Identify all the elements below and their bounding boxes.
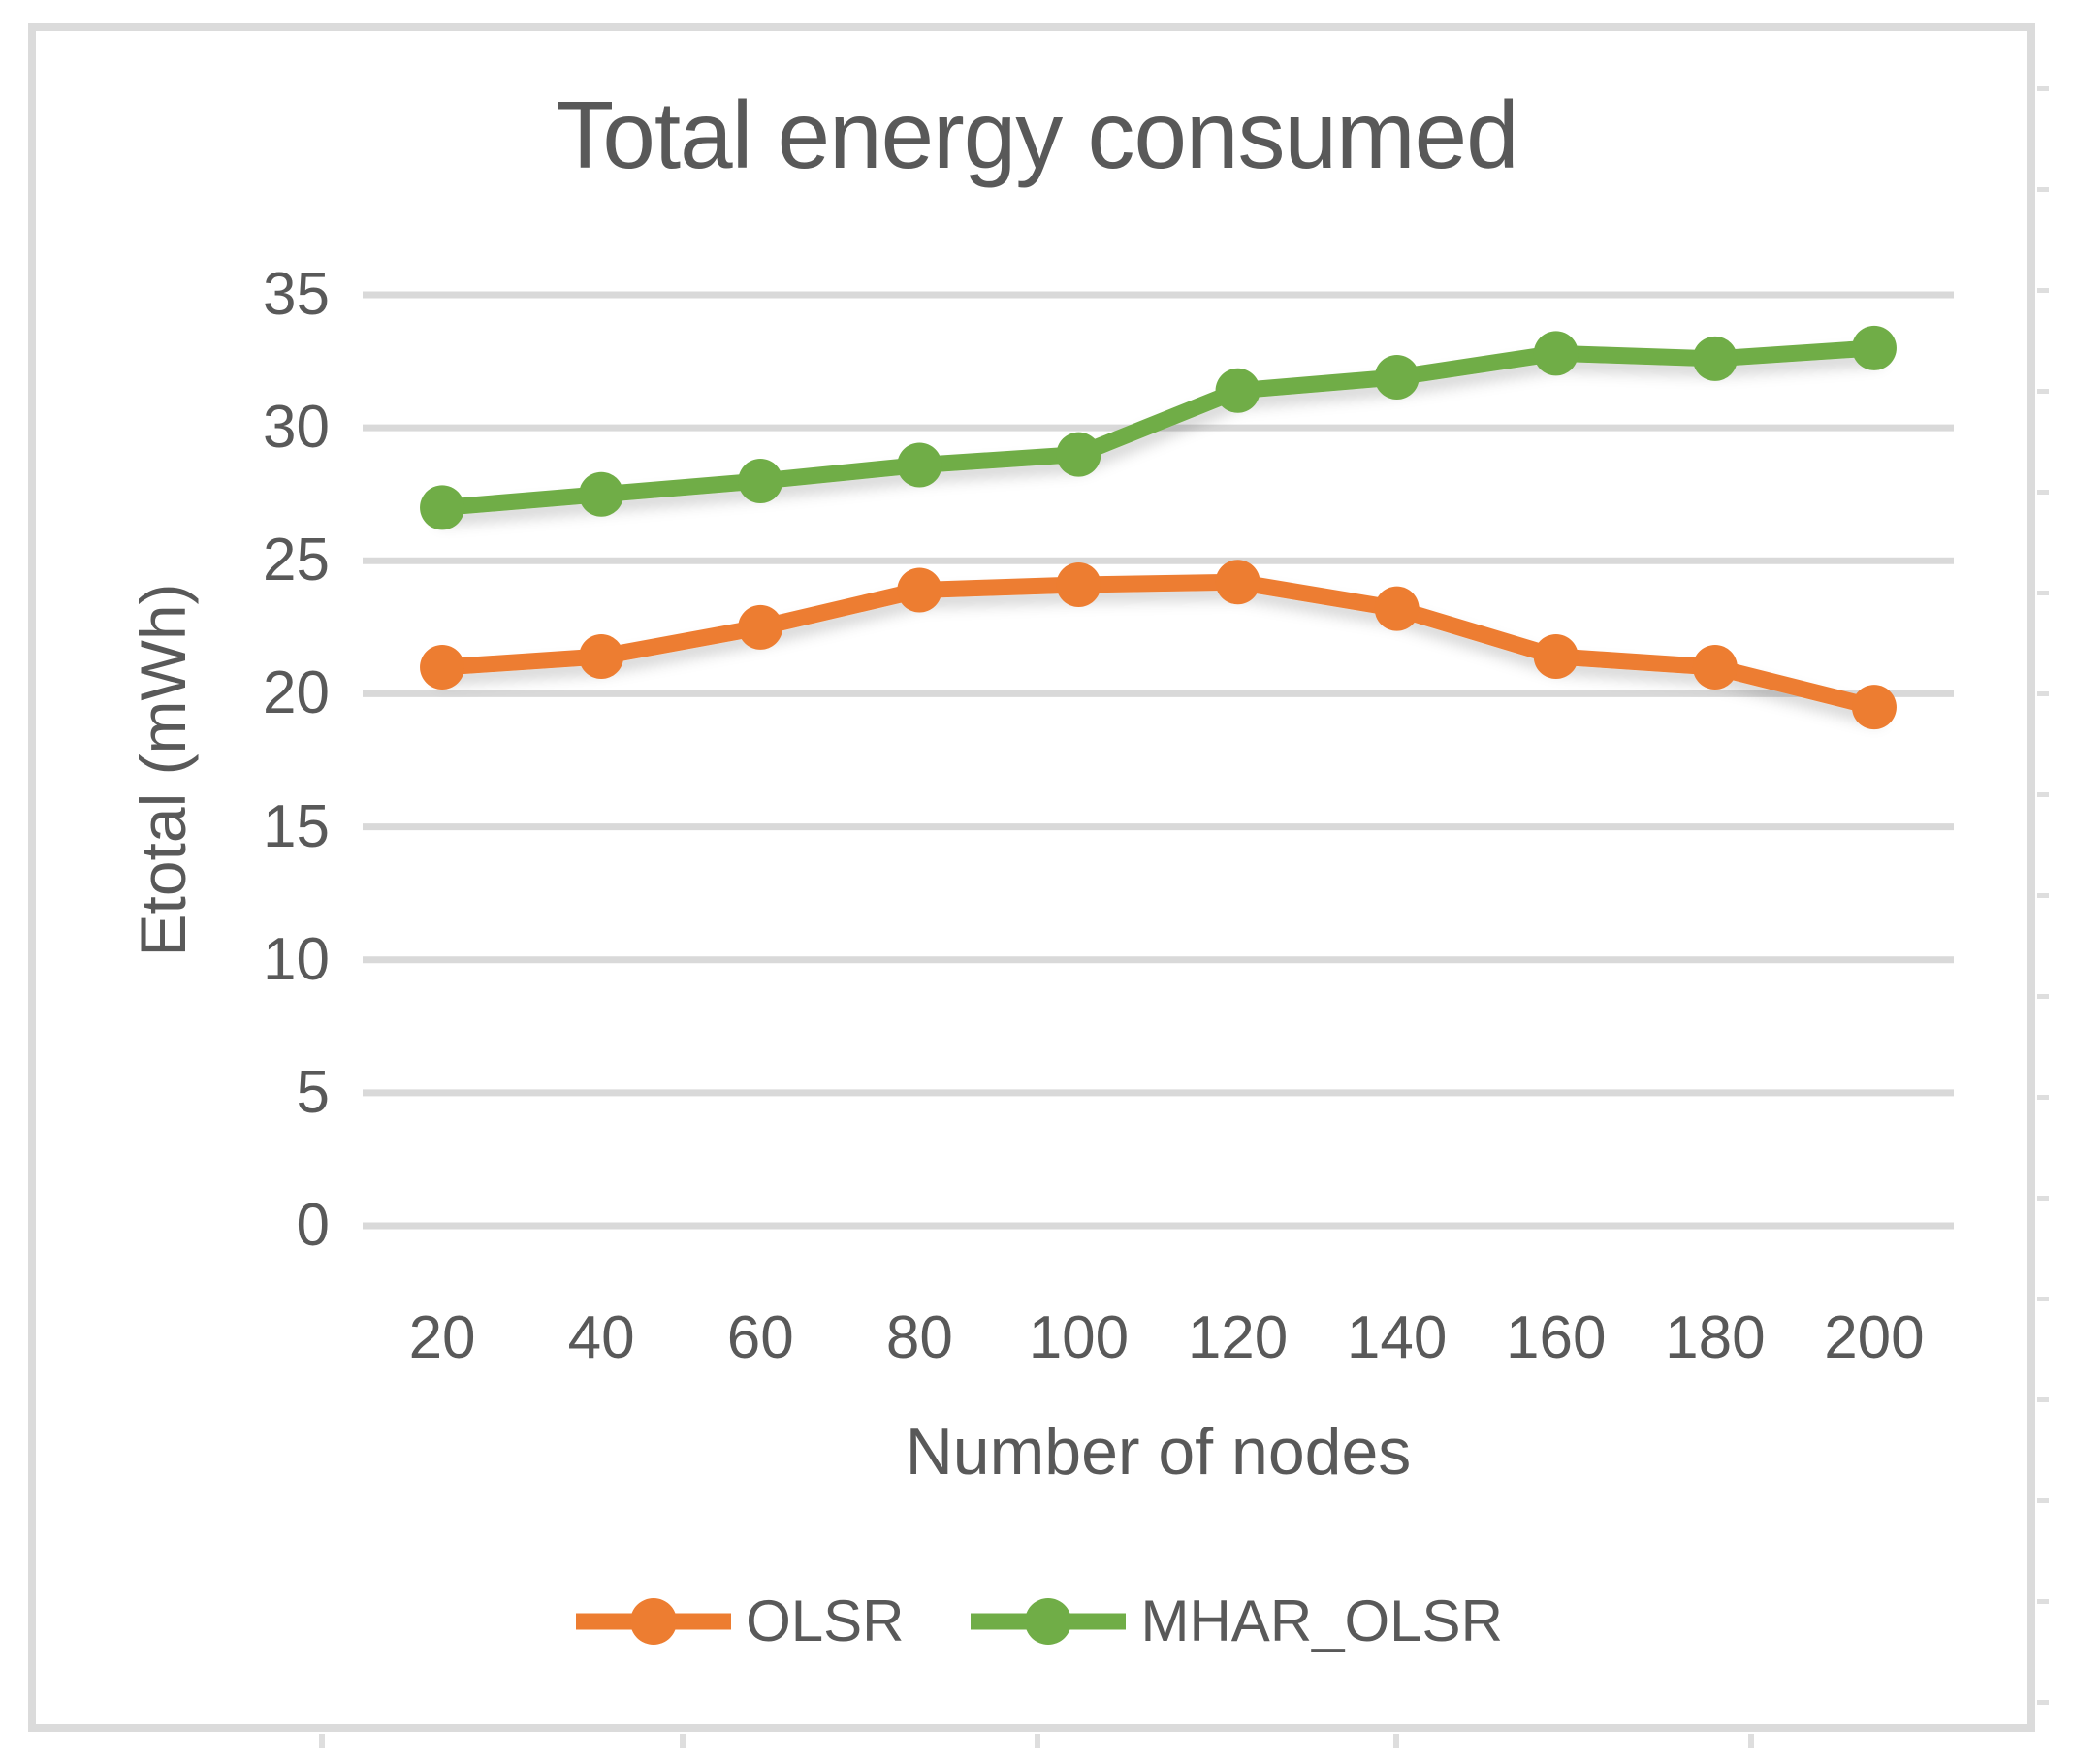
data-point-mhar_olsr-120: [1215, 368, 1260, 413]
x-tick-label-140: 140: [1346, 1304, 1448, 1371]
y-tick-label-25: 25: [263, 527, 330, 594]
x-tick-label-80: 80: [885, 1304, 953, 1371]
y-tick-label-0: 0: [296, 1192, 330, 1259]
x-axis-title: Number of nodes: [905, 1415, 1412, 1489]
right-edge-tick: [2037, 1297, 2049, 1301]
chart-border: [28, 23, 2035, 1732]
data-point-olsr-200: [1851, 685, 1897, 730]
right-edge-tick: [2037, 1700, 2049, 1705]
data-point-olsr-60: [738, 604, 783, 650]
x-tick-label-20: 20: [408, 1304, 476, 1371]
y-tick-label-35: 35: [263, 261, 330, 328]
data-point-olsr-40: [579, 634, 624, 680]
right-edge-tick: [2037, 994, 2049, 999]
bottom-edge-tick: [319, 1734, 325, 1748]
data-point-mhar_olsr-100: [1056, 432, 1101, 477]
right-edge-tick: [2037, 1095, 2049, 1100]
olsr-line-marker-swatch: [576, 1598, 732, 1645]
bottom-edge-tick: [1035, 1734, 1040, 1748]
x-tick-label-200: 200: [1824, 1304, 1925, 1371]
x-tick-label-160: 160: [1506, 1304, 1607, 1371]
x-tick-label-120: 120: [1187, 1304, 1289, 1371]
gridlines: [363, 291, 1954, 1230]
data-point-mhar_olsr-180: [1692, 336, 1738, 381]
legend-label-mhar-olsr: MHAR_OLSR: [1140, 1588, 1503, 1653]
data-point-olsr-80: [897, 567, 942, 613]
right-edge-tick: [2037, 1397, 2049, 1402]
series-line-mhar_olsr: [433, 339, 1883, 516]
right-edge-tick: [2037, 86, 2049, 91]
data-point-mhar_olsr-160: [1533, 331, 1579, 376]
right-edge-tick: [2037, 187, 2049, 192]
data-point-mhar_olsr-40: [579, 471, 624, 517]
data-point-olsr-140: [1374, 586, 1420, 631]
y-tick-label-10: 10: [263, 925, 330, 993]
series-markers: [420, 325, 1897, 730]
data-point-mhar_olsr-140: [1374, 355, 1420, 401]
data-point-mhar_olsr-200: [1851, 325, 1897, 370]
right-edge-tick: [2037, 591, 2049, 595]
right-edge-tick: [2037, 490, 2049, 495]
right-edge-tick: [2037, 893, 2049, 898]
data-point-mhar_olsr-20: [420, 485, 465, 530]
data-point-olsr-100: [1056, 561, 1101, 607]
right-edge-tick: [2037, 1599, 2049, 1604]
bottom-edge-tick: [1393, 1734, 1399, 1748]
data-point-mhar_olsr-60: [738, 459, 783, 503]
data-point-mhar_olsr-80: [897, 442, 942, 488]
right-edge-tick: [2037, 288, 2049, 293]
data-point-olsr-180: [1692, 645, 1738, 690]
data-point-olsr-20: [420, 645, 465, 690]
right-edge-tick: [2037, 389, 2049, 394]
right-edge-tick: [2037, 691, 2049, 696]
x-tick-label-40: 40: [567, 1304, 635, 1371]
legend-label-olsr: OLSR: [746, 1588, 905, 1653]
x-tick-label-60: 60: [726, 1304, 794, 1371]
series-line-olsr: [433, 573, 1883, 716]
data-point-olsr-160: [1533, 634, 1579, 680]
y-tick-label-30: 30: [263, 394, 330, 462]
y-tick-label-15: 15: [263, 792, 330, 860]
legend-item-mhar-olsr: MHAR_OLSR: [966, 1573, 1503, 1670]
bottom-edge-tick: [1748, 1734, 1754, 1748]
x-tick-label-100: 100: [1028, 1304, 1130, 1371]
data-point-olsr-120: [1215, 560, 1260, 605]
series-lines: [433, 339, 1883, 716]
bottom-edge-tick: [680, 1734, 686, 1748]
y-tick-label-20: 20: [263, 659, 330, 727]
right-edge-tick: [2037, 1196, 2049, 1201]
legend-item-olsr: OLSR: [571, 1573, 904, 1670]
chart-title: Total energy consumed: [556, 81, 1518, 188]
x-tick-label-180: 180: [1665, 1304, 1766, 1371]
right-edge-tick: [2037, 1498, 2049, 1503]
mhar-olsr-line-marker-swatch: [971, 1598, 1127, 1645]
legend: OLSR MHAR_OLSR: [0, 1573, 2074, 1670]
right-edge-tick: [2037, 792, 2049, 797]
y-tick-label-5: 5: [296, 1058, 330, 1126]
